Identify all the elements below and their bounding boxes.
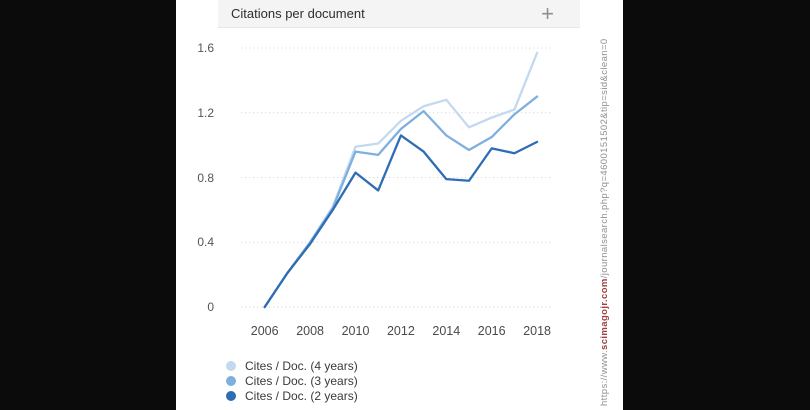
legend-dot-icon [226, 391, 236, 402]
source-url-vertical: https://www.scimagojr.com/journalsearch.… [599, 38, 613, 406]
y-tick-label: 0 [207, 300, 214, 314]
series-line-cites-doc-2-years [263, 134, 539, 309]
chart-title: Citations per document [231, 6, 365, 21]
legend-dot-icon [226, 376, 236, 387]
x-tick-label: 2018 [523, 324, 551, 338]
right-black-panel [623, 0, 810, 410]
x-tick-label: 2006 [250, 324, 279, 338]
url-prefix: https://www. [599, 349, 610, 406]
series-line-cites-doc-3-years [263, 95, 539, 309]
series-line-cites-doc-4-years [263, 51, 539, 309]
chart-canvas [241, 47, 553, 309]
y-tick-label: 0.8 [197, 170, 214, 185]
url-domain: scimagojr.com [599, 278, 610, 350]
x-tick-label: 2008 [296, 324, 324, 338]
expand-plus-button[interactable]: + [541, 0, 554, 26]
legend-label: Cites / Doc. (4 years) [245, 359, 358, 373]
x-tick-label: 2010 [341, 324, 370, 338]
legend-label: Cites / Doc. (3 years) [245, 374, 358, 389]
x-tick-label: 2014 [432, 324, 461, 338]
y-tick-label: 0.4 [197, 235, 214, 250]
x-tick-label: 2016 [477, 324, 506, 338]
left-black-panel [0, 0, 176, 410]
x-tick-label: 2012 [386, 324, 415, 338]
y-tick-label: 1.2 [197, 105, 214, 120]
url-path: /journalsearch.php?q=4600151502&tip=sid&… [599, 38, 610, 279]
y-tick-label: 1.6 [197, 41, 214, 55]
legend-dot-icon [226, 361, 236, 371]
chart-card-header: Citations per document + [218, 0, 580, 28]
legend-label: Cites / Doc. (2 years) [245, 389, 358, 404]
